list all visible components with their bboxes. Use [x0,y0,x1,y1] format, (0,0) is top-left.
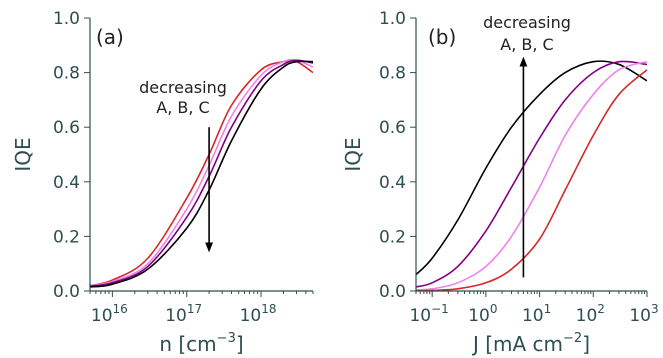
y-tick-label: 0.2 [53,227,80,247]
annotation-text: A, B, C [156,98,209,117]
series-line-4 [90,60,313,288]
panel-a: 0.0 0.2 0.4 0.6 0.8 1.0 1016 1017 1018 IQE n [cm−3… [11,9,314,356]
x-tick-label: 100 [468,302,497,326]
y-tick-label: 0.2 [379,227,406,247]
panel-label: (a) [96,25,124,49]
x-tick-label: 10−1 [409,302,448,326]
x-axis-label: n [cm−3] [159,331,243,356]
y-tick-label: 0.8 [53,64,80,84]
x-axis-label: J [mA cm−2] [471,331,590,356]
x-tick-label: 1017 [165,302,202,326]
y-tick-label: 0.0 [379,282,406,302]
y-tick-label: 0.6 [379,118,406,138]
annotation-text: decreasing [139,78,227,97]
annotation-text: decreasing [483,13,571,32]
series-line-2 [416,60,647,288]
series-line-2 [90,58,313,287]
series-line-1 [416,60,647,276]
y-tick-label: 0.8 [379,64,406,84]
x-tick-label: 1018 [240,302,277,326]
x-tick-label: 1016 [91,302,128,326]
x-tick-label: 101 [522,302,551,326]
y-tick-label: 0.4 [53,173,80,193]
series-line-3 [90,59,313,287]
y-tick-label: 1.0 [53,9,80,29]
y-axis-label: IQE [341,137,365,171]
series-line-4 [416,69,647,291]
x-tick-label: 103 [629,302,658,326]
y-tick-label: 0.0 [53,282,80,302]
annotation-text: A, B, C [500,35,553,54]
y-tick-label: 0.6 [53,118,80,138]
y-tick-label: 1.0 [379,9,406,29]
panel-b: 0.0 0.2 0.4 0.6 0.8 1.0 10−1 100 101 102 103 IQE J [… [341,9,659,356]
y-tick-label: 0.4 [379,173,406,193]
x-tick-label: 102 [576,302,605,326]
panel-label: (b) [428,25,456,49]
series-line-3 [416,60,647,291]
y-axis-label: IQE [11,137,35,171]
